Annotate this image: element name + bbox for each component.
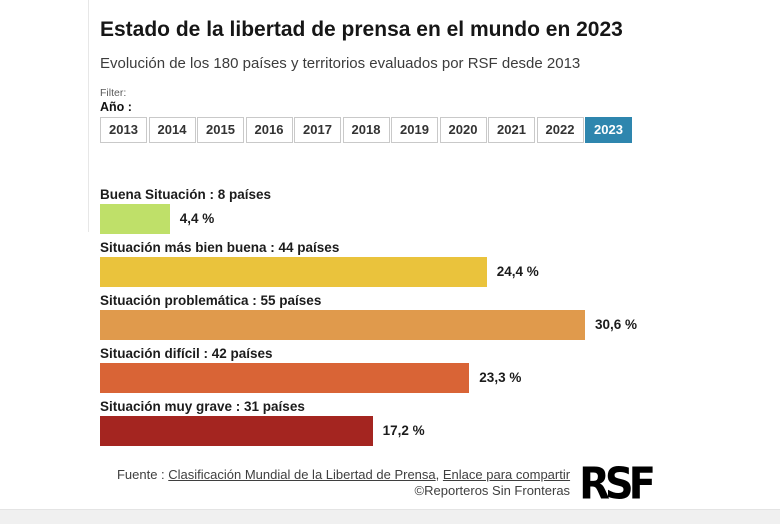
source-separator: , xyxy=(435,467,443,482)
source-line: Fuente : Clasificación Mundial de la Lib… xyxy=(117,467,570,483)
bar-row: Situación muy grave : 31 países 17,2 % xyxy=(100,399,760,446)
page-subtitle: Evolución de los 180 países y territorio… xyxy=(100,55,581,73)
bar-segment xyxy=(100,309,585,340)
bar-line: 30,6 % xyxy=(100,309,760,340)
bar-row: Situación problemática : 55 países 30,6 % xyxy=(100,293,760,340)
share-link[interactable]: Enlace para compartir xyxy=(442,467,571,482)
source-link[interactable]: Clasificación Mundial de la Libertad de … xyxy=(168,467,436,482)
bar-value-label: 24,4 % xyxy=(496,264,539,280)
bar-value-label: 30,6 % xyxy=(595,317,638,333)
filter-label: Filter: xyxy=(100,87,127,100)
source-prefix: Fuente : xyxy=(116,467,169,482)
year-tab-2014[interactable]: 2014 xyxy=(148,116,196,143)
bar-chart: Buena Situación : 8 países 4,4 % Situación… xyxy=(100,187,760,446)
bar-category-label: Situación muy grave : 31 países xyxy=(100,398,305,414)
bottom-band xyxy=(0,509,780,524)
year-tab-2021[interactable]: 2021 xyxy=(488,116,535,143)
rsf-logo: RSF xyxy=(579,459,656,510)
left-border-line xyxy=(88,0,89,232)
bar-segment xyxy=(100,256,487,287)
bar-segment xyxy=(100,203,170,234)
bar-category-label: Situación más bien buena : 44 países xyxy=(100,239,340,255)
bar-line: 23,3 % xyxy=(100,362,760,393)
bar-value-label: 17,2 % xyxy=(382,423,425,439)
bar-row: Buena Situación : 8 países 4,4 % xyxy=(100,187,760,234)
footer: Fuente : Clasificación Mundial de la Lib… xyxy=(117,459,656,510)
bar-line: 4,4 % xyxy=(100,203,760,234)
bar-category-label: Situación difícil : 42 países xyxy=(100,345,273,361)
copyright-text: ©Reporteros Sin Fronteras xyxy=(414,482,571,498)
year-filter: Filter: Año : 2013 2014 2015 2016 2017 2018 20… xyxy=(100,87,760,143)
year-tab-2013[interactable]: 2013 xyxy=(100,116,147,143)
bar-row: Situación más bien buena : 44 países 24,4… xyxy=(100,240,760,287)
year-tab-2016[interactable]: 2016 xyxy=(245,116,293,143)
year-tab-2023[interactable]: 2023 xyxy=(585,116,632,143)
bar-line: 24,4 % xyxy=(100,256,760,287)
year-tab-2017[interactable]: 2017 xyxy=(294,116,341,143)
bar-line: 17,2 % xyxy=(100,415,760,446)
filter-control-label: Año : xyxy=(100,99,132,114)
chart-widget: Estado de la libertad de prensa en el mu… xyxy=(100,18,760,452)
year-tab-2019[interactable]: 2019 xyxy=(391,116,438,143)
bar-segment xyxy=(100,362,470,393)
year-tabs: 2013 2014 2015 2016 2017 2018 2019 2020 2021 2022… xyxy=(100,116,760,143)
bar-value-label: 23,3 % xyxy=(479,370,522,386)
bar-category-label: Buena Situación : 8 países xyxy=(100,186,272,202)
bar-row: Situación difícil : 42 países 23,3 % xyxy=(100,346,760,393)
year-tab-2022[interactable]: 2022 xyxy=(536,116,584,143)
bar-segment xyxy=(100,415,373,446)
year-tab-2020[interactable]: 2020 xyxy=(439,116,487,143)
footer-attribution: Fuente : Clasificación Mundial de la Lib… xyxy=(117,467,570,499)
year-tab-2018[interactable]: 2018 xyxy=(342,116,390,143)
bar-value-label: 4,4 % xyxy=(179,211,215,227)
page-title: Estado de la libertad de prensa en el mu… xyxy=(100,18,623,41)
year-tab-2015[interactable]: 2015 xyxy=(197,116,244,143)
bar-category-label: Situación problemática : 55 países xyxy=(100,292,322,308)
